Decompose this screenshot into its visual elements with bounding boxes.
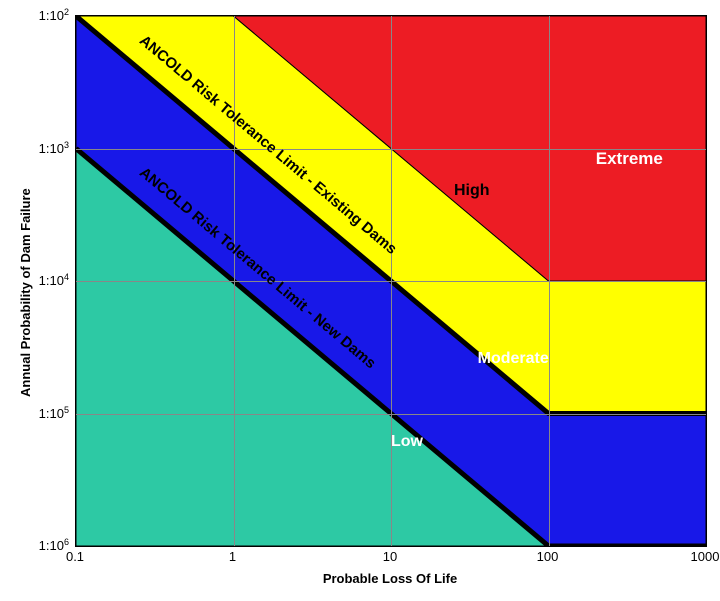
- y-tick-label: 1:106: [39, 537, 69, 553]
- y-tick-label: 1:105: [39, 404, 69, 420]
- zone-label-high: High: [454, 182, 490, 200]
- y-axis-title: Annual Probability of Dam Failure: [18, 188, 33, 397]
- x-axis-title: Probable Loss Of Life: [323, 571, 457, 586]
- y-tick-label: 1:102: [39, 7, 69, 23]
- x-tick-label: 10: [383, 549, 397, 564]
- x-tick-label: 1000: [691, 549, 720, 564]
- zone-label-low: Low: [391, 433, 423, 451]
- zone-label-extreme: Extreme: [596, 149, 663, 169]
- y-tick-label: 1:103: [39, 139, 69, 155]
- grid-h: [76, 281, 706, 282]
- zone-label-moderate: Moderate: [478, 350, 549, 368]
- grid-h: [76, 414, 706, 415]
- plot-area: LowModerateHighExtremeANCOLD Risk Tolera…: [75, 15, 707, 547]
- risk-chart: LowModerateHighExtremeANCOLD Risk Tolera…: [0, 0, 720, 601]
- x-tick-label: 1: [229, 549, 236, 564]
- x-tick-label: 100: [537, 549, 559, 564]
- y-tick-label: 1:104: [39, 272, 69, 288]
